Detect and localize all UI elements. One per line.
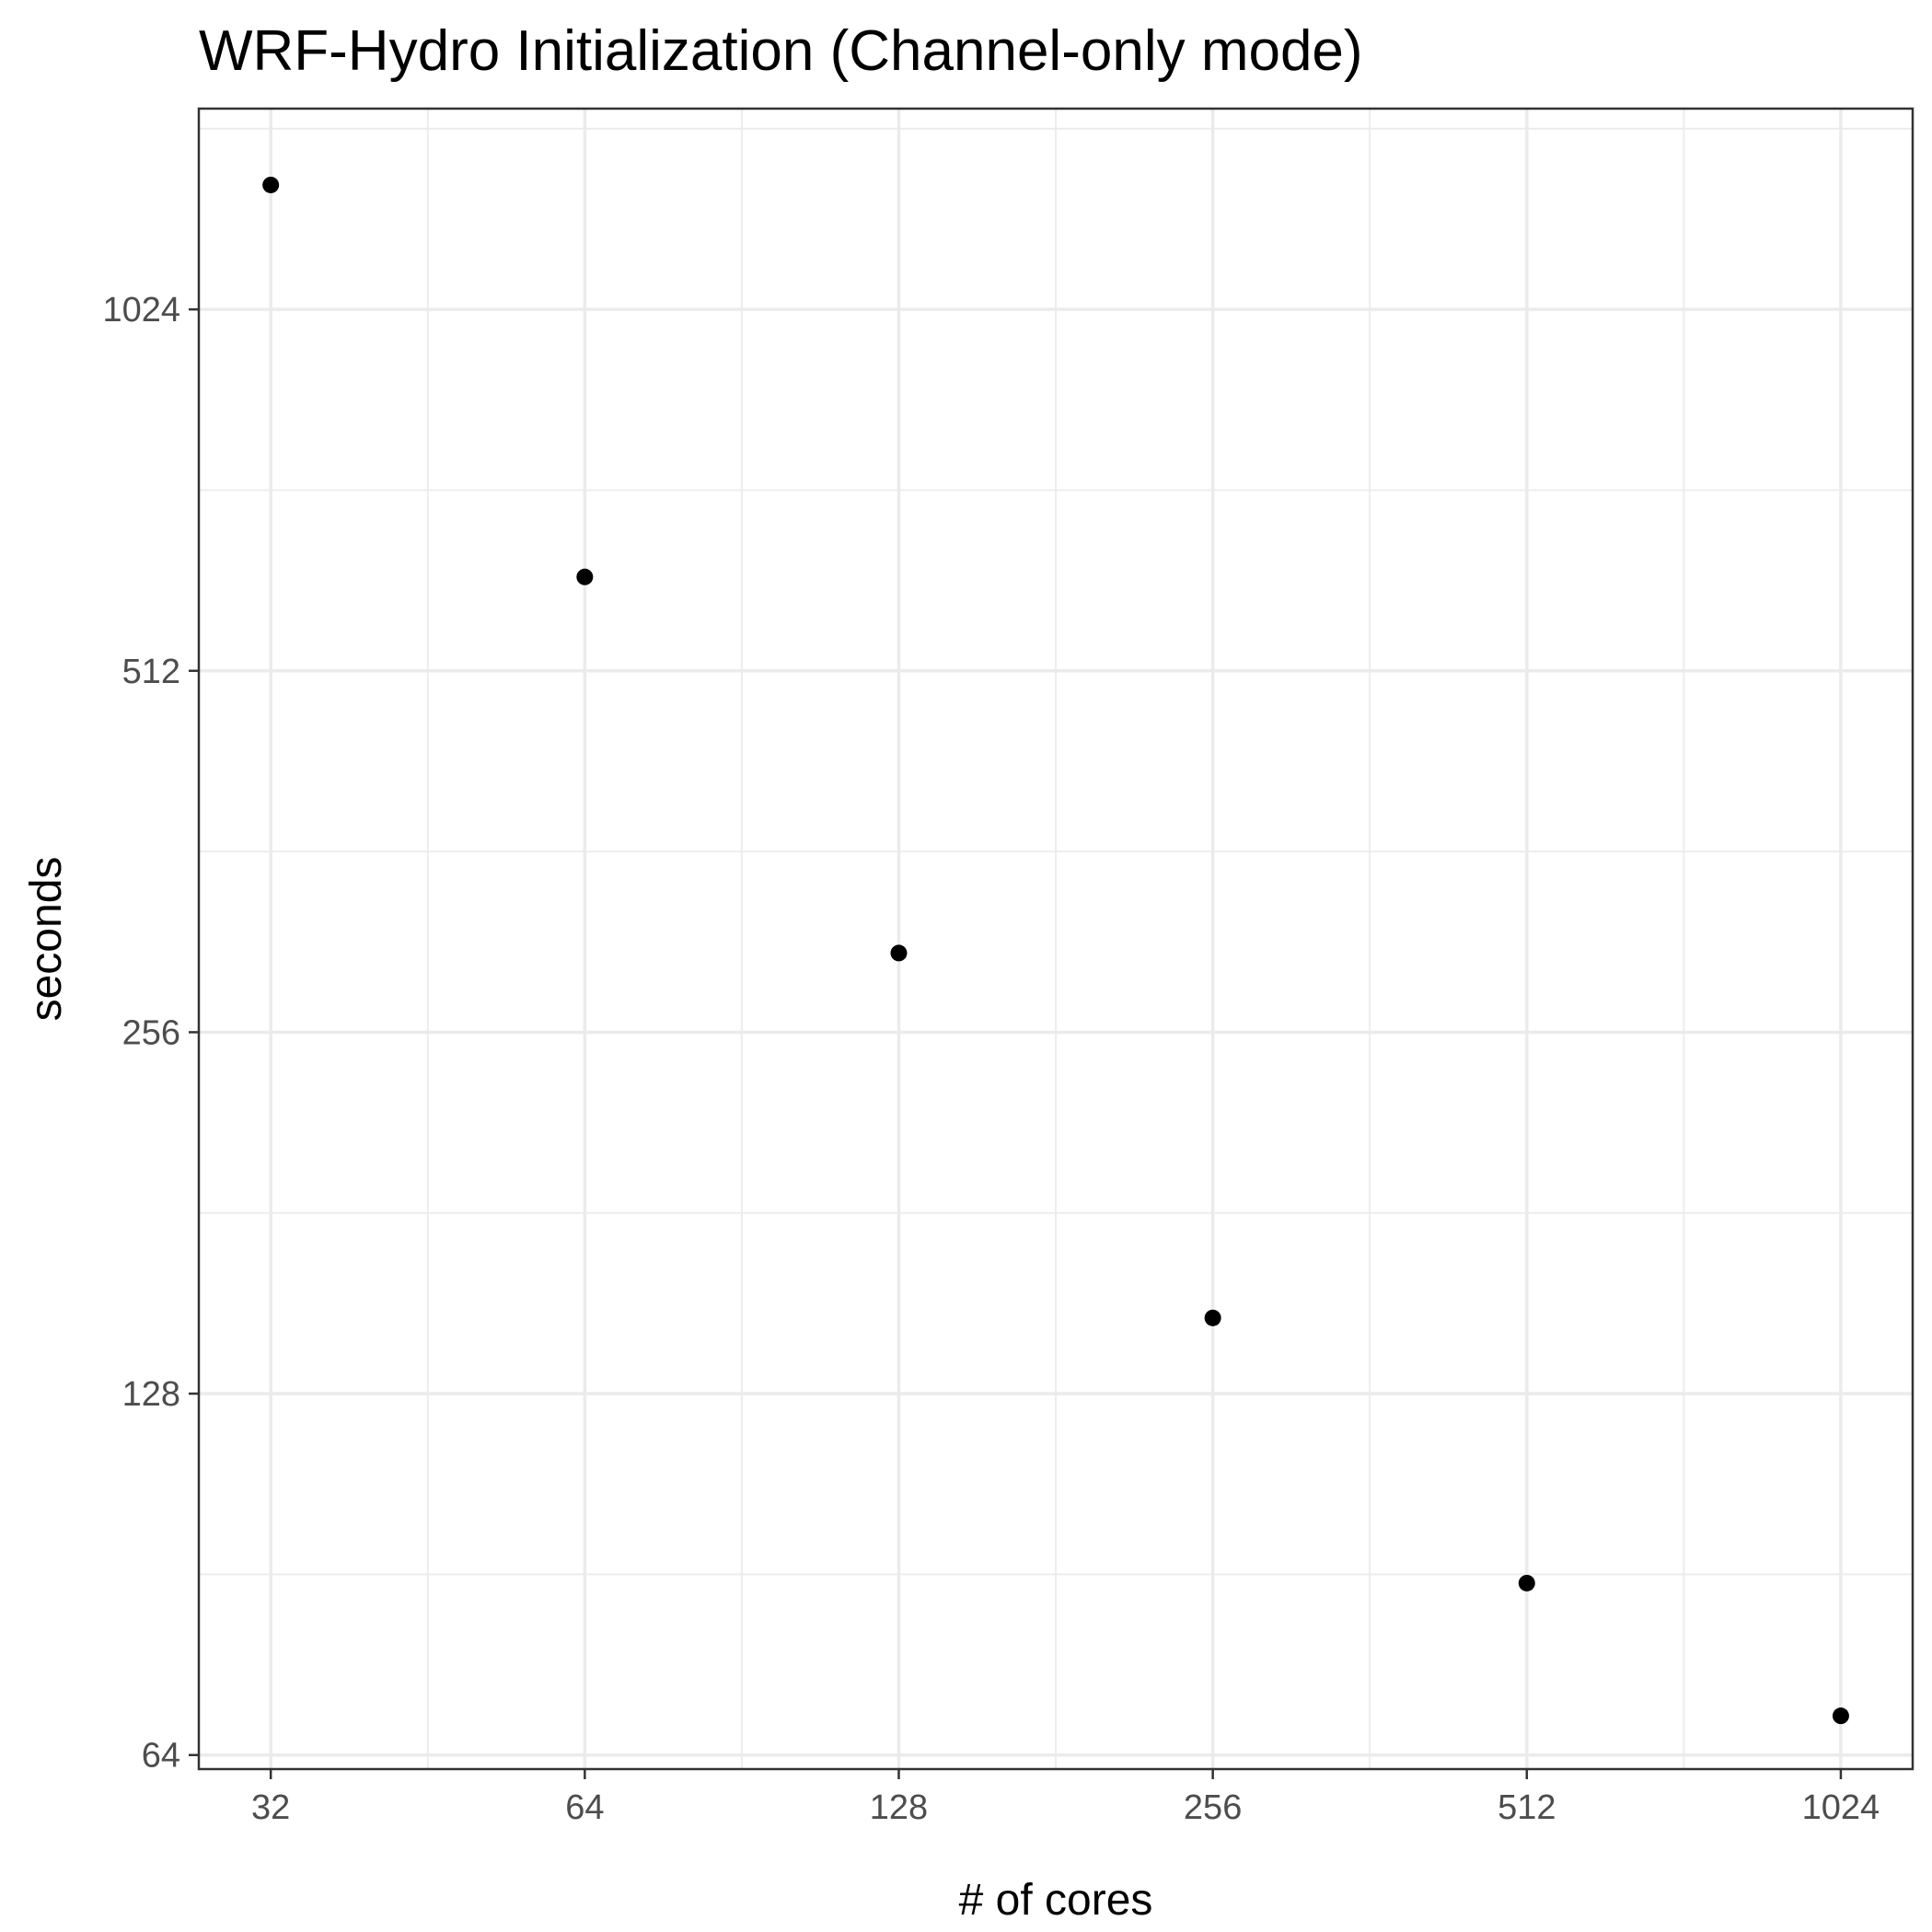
data-point xyxy=(890,944,908,962)
x-tick-label: 512 xyxy=(1498,1788,1556,1827)
x-tick-label: 1024 xyxy=(1802,1788,1880,1827)
data-point xyxy=(576,568,594,585)
x-tick-label: 64 xyxy=(565,1788,604,1827)
x-axis-label: # of cores xyxy=(959,1876,1153,1925)
x-tick-label: 256 xyxy=(1184,1788,1242,1827)
minor-gridlines xyxy=(199,109,1913,1769)
y-tick-label: 64 xyxy=(142,1737,180,1776)
y-axis: 64 128 256 512 1024 xyxy=(102,291,199,1776)
data-point xyxy=(1832,1707,1849,1725)
major-gridlines xyxy=(199,109,1913,1769)
data-point xyxy=(1204,1309,1221,1326)
y-tick-label: 128 xyxy=(122,1375,180,1414)
plot-panel xyxy=(197,107,1915,1771)
chart-title: WRF-Hydro Initialization (Channel-only m… xyxy=(199,19,1363,83)
panel-border xyxy=(197,107,1915,1771)
y-axis-label: seconds xyxy=(22,857,71,1022)
y-tick-label: 1024 xyxy=(102,291,180,330)
x-axis: 32 64 128 256 512 1024 xyxy=(251,1769,1880,1827)
data-point xyxy=(1518,1574,1535,1591)
data-point xyxy=(262,176,280,193)
y-tick-label: 256 xyxy=(122,1013,180,1052)
x-tick-label: 32 xyxy=(251,1788,290,1827)
data-points xyxy=(262,176,1849,1725)
y-tick-label: 512 xyxy=(122,653,180,691)
x-tick-label: 128 xyxy=(870,1788,928,1827)
